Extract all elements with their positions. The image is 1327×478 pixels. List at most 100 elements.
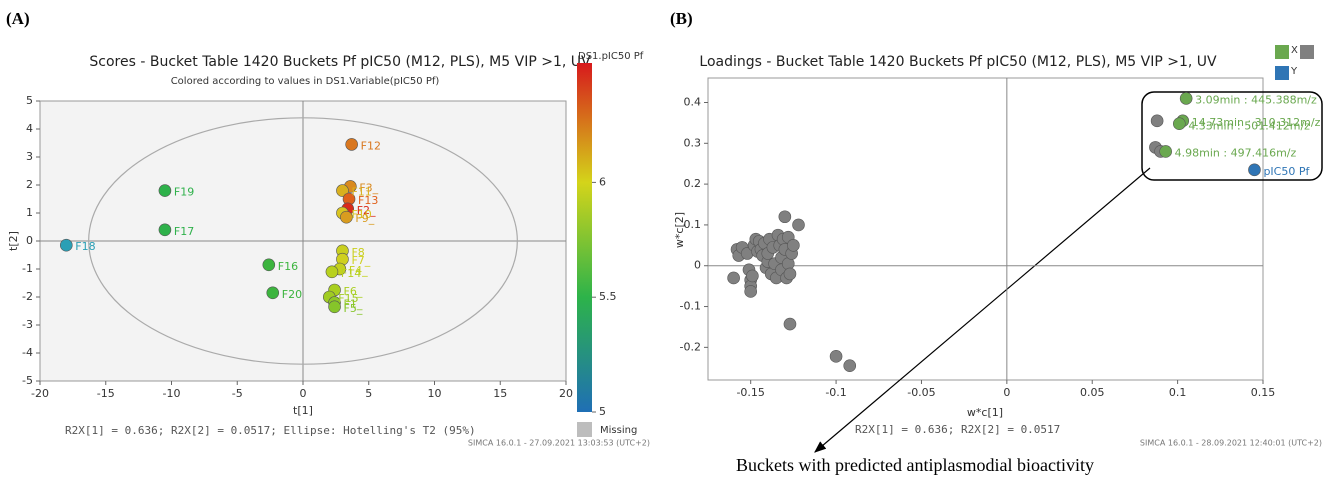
y-tick-label: 0 <box>26 234 33 247</box>
point <box>266 286 280 300</box>
x-tick-label: -0.05 <box>907 386 935 399</box>
point <box>746 269 759 283</box>
point <box>843 359 857 373</box>
point <box>744 285 757 298</box>
point <box>1248 163 1261 177</box>
point-label: 4.98min : 497.416m/z <box>1175 146 1297 159</box>
y-axis-label: t[2] <box>7 231 20 251</box>
y-tick-label: -2 <box>22 290 33 303</box>
x-axis-label: t[1] <box>293 404 313 417</box>
point-label: F9_ <box>355 212 374 225</box>
point <box>792 218 805 232</box>
y-tick-label: -1 <box>22 262 33 275</box>
point <box>262 258 276 272</box>
chart-title: Loadings - Bucket Table 1420 Buckets Pf … <box>699 54 1217 70</box>
y-tick-label: 4 <box>26 122 33 135</box>
point-label: F16 <box>278 260 298 273</box>
point <box>778 210 792 224</box>
point <box>787 239 800 252</box>
y-tick-label: 2 <box>26 178 33 191</box>
y-tick-label: 0 <box>694 259 701 272</box>
point-label: F11 <box>351 186 371 199</box>
legend-label: Y <box>1290 66 1298 77</box>
point-label: F17 <box>174 225 194 238</box>
x-tick-label: 20 <box>559 387 573 400</box>
point <box>340 210 353 224</box>
point-label: F12 <box>361 139 381 152</box>
point-label: F5_ <box>344 302 363 315</box>
y-tick-label: 0.2 <box>684 177 702 190</box>
x-tick-label: 0 <box>1003 386 1010 399</box>
x-tick-label: -20 <box>31 387 49 400</box>
x-tick-label: -15 <box>97 387 115 400</box>
footer: R2X[1] = 0.636; R2X[2] = 0.0517; Ellipse… <box>65 424 476 437</box>
callout-arrow <box>814 167 1151 453</box>
annotation: Buckets with predicted antiplasmodial bi… <box>736 455 1094 475</box>
panel-label: (A) <box>6 9 30 28</box>
x-tick-label: 0.15 <box>1251 386 1276 399</box>
point-label: F8 <box>351 246 364 259</box>
point <box>783 317 797 331</box>
point-label: F7_ <box>351 254 370 267</box>
point-label: pIC50 Pf <box>1263 165 1310 178</box>
point-label: F10 <box>351 208 371 221</box>
point-label: 4.33min : 501.412m/z <box>1188 120 1310 133</box>
point <box>829 350 843 363</box>
x-tick-label: -5 <box>232 387 243 400</box>
point <box>328 300 341 314</box>
confidence-ellipse <box>88 117 518 365</box>
y-axis-label: w*c[2] <box>673 212 686 248</box>
x-tick-label: 0 <box>300 387 307 400</box>
missing-swatch <box>577 422 592 437</box>
y-tick-label: 0.3 <box>684 136 702 149</box>
missing-label: Missing <box>600 425 637 436</box>
point <box>727 271 740 285</box>
point <box>1173 117 1186 131</box>
y-tick-label: -0.1 <box>680 300 701 313</box>
point-label: F15 <box>338 292 358 305</box>
stamp: SIMCA 16.0.1 - 28.09.2021 12:40:01 (UTC+… <box>1140 439 1322 448</box>
x-tick-label: 5 <box>365 387 372 400</box>
point-label: F6_ <box>344 285 363 298</box>
point-label: F4_ <box>349 264 368 277</box>
y-tick-label: 0.1 <box>684 218 702 231</box>
y-tick-label: 1 <box>26 206 33 219</box>
point <box>783 267 797 281</box>
point-label: 14.73min : 310.312m/z <box>1192 116 1321 129</box>
legend-swatch <box>1300 45 1314 59</box>
point <box>60 238 73 252</box>
y-tick-label: -5 <box>22 374 33 387</box>
point-label: F3_ <box>359 181 378 194</box>
x-tick-label: 15 <box>493 387 507 400</box>
y-tick-label: -3 <box>22 318 33 331</box>
legend-swatch <box>1275 66 1289 80</box>
point <box>325 265 339 279</box>
colorbar-tick-label: 5.5 <box>599 290 617 303</box>
point-label: F19 <box>174 186 194 199</box>
point <box>158 223 172 237</box>
point-label: F1_ <box>344 298 363 311</box>
point <box>345 138 358 151</box>
legend-label: X <box>1291 45 1298 56</box>
y-tick-label: -0.2 <box>680 340 701 353</box>
chart-title: Scores - Bucket Table 1420 Buckets Pf pI… <box>89 54 591 70</box>
y-tick-label: 0.4 <box>684 95 702 108</box>
x-tick-label: -0.15 <box>736 386 764 399</box>
point-label: F14 <box>341 267 361 280</box>
colorbar-title: DS1.pIC50 Pf <box>578 51 644 62</box>
stamp: SIMCA 16.0.1 - 27.09.2021 13:03:53 (UTC+… <box>468 439 650 448</box>
point <box>158 184 172 197</box>
point <box>1179 92 1193 105</box>
legend-swatch <box>1275 45 1289 59</box>
colorbar <box>577 63 592 412</box>
x-tick-label: -0.1 <box>825 386 846 399</box>
colorbar-tick-label: 6 <box>599 175 606 188</box>
x-tick-label: 0.05 <box>1080 386 1105 399</box>
point <box>336 184 349 197</box>
colorbar-tick-label: 5 <box>599 405 606 418</box>
y-tick-label: -4 <box>22 346 33 359</box>
x-tick-label: -10 <box>163 387 181 400</box>
x-tick-label: 0.1 <box>1169 386 1187 399</box>
point <box>1150 114 1164 128</box>
